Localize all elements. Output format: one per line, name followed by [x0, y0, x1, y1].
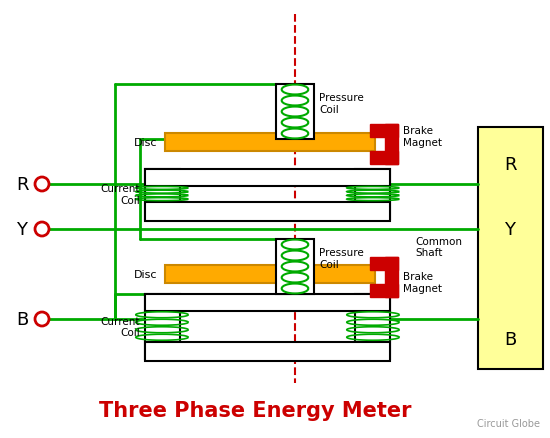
Bar — [145, 342, 390, 361]
Bar — [165, 134, 375, 152]
Bar — [370, 125, 398, 138]
Bar — [145, 294, 390, 311]
Text: Disc: Disc — [134, 269, 157, 279]
Bar — [145, 202, 390, 222]
Text: Current
Coil: Current Coil — [101, 184, 140, 205]
Bar — [355, 170, 390, 219]
Text: Disc: Disc — [134, 138, 157, 148]
Text: Pressure
Coil: Pressure Coil — [319, 93, 364, 114]
Bar — [370, 258, 398, 270]
Bar — [370, 285, 398, 297]
Bar — [145, 170, 180, 219]
Text: B: B — [504, 330, 516, 348]
Circle shape — [35, 312, 49, 326]
Bar — [276, 85, 314, 140]
Bar — [370, 152, 398, 165]
Text: Y: Y — [16, 220, 28, 238]
Text: Pressure
Coil: Pressure Coil — [319, 247, 364, 269]
Circle shape — [35, 177, 49, 191]
Bar — [165, 265, 375, 283]
Bar — [355, 294, 390, 359]
Bar — [145, 294, 180, 359]
Circle shape — [35, 223, 49, 237]
Bar — [276, 240, 314, 294]
Bar — [386, 125, 398, 165]
Text: Y: Y — [504, 220, 515, 238]
Text: Three Phase Energy Meter: Three Phase Energy Meter — [99, 400, 411, 420]
Bar — [386, 258, 398, 297]
Text: Circuit Globe: Circuit Globe — [477, 418, 540, 428]
Text: R: R — [16, 176, 28, 194]
Text: Brake
Magnet: Brake Magnet — [403, 126, 442, 148]
Bar — [145, 170, 390, 187]
Text: Current
Coil: Current Coil — [101, 316, 140, 338]
Text: B: B — [16, 310, 28, 328]
Bar — [478, 128, 543, 369]
Text: Common
Shaft: Common Shaft — [415, 236, 462, 258]
Text: R: R — [504, 155, 516, 173]
Text: Brake
Magnet: Brake Magnet — [403, 272, 442, 293]
